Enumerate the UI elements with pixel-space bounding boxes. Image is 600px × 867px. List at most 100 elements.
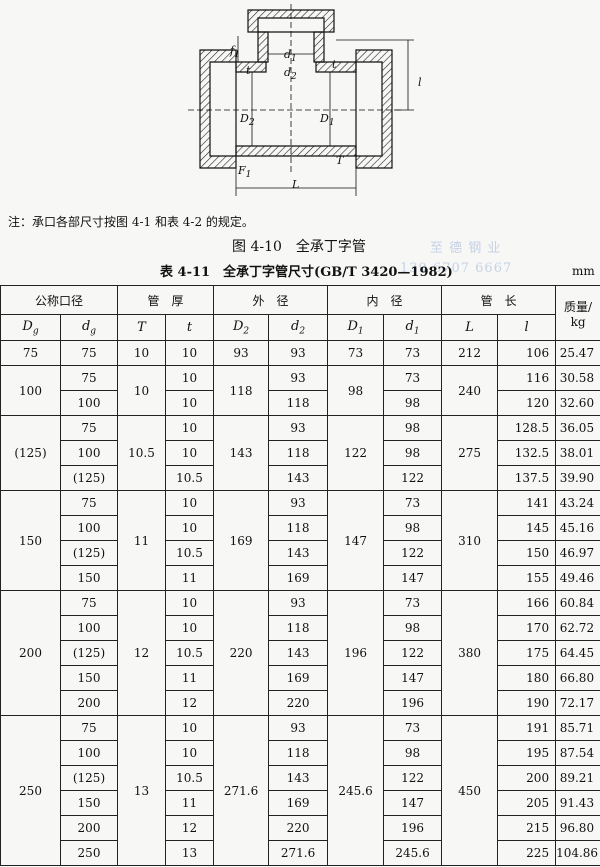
- watermark-line: 139 6707 6667: [400, 261, 513, 276]
- cell: 93: [268, 365, 329, 391]
- cell: 118: [268, 740, 329, 766]
- cell: 98: [383, 440, 443, 466]
- symbol: f: [230, 44, 235, 57]
- cell: 98: [383, 515, 443, 541]
- subheader-cell: D2: [213, 314, 270, 341]
- symbol: L: [465, 320, 474, 335]
- cell: 12: [117, 590, 167, 716]
- cell: 200: [59, 815, 119, 841]
- cell: 75: [59, 490, 119, 516]
- cell: 195: [497, 740, 557, 766]
- cell: 93: [268, 490, 329, 516]
- cell: 116: [497, 365, 557, 391]
- subscript: 1: [328, 118, 335, 129]
- cell: 85.71: [555, 715, 600, 741]
- cell: 98: [327, 365, 385, 416]
- cell: 170: [497, 615, 557, 641]
- cell: 89.21: [555, 765, 600, 791]
- cell: 118: [268, 440, 329, 466]
- cell: 93: [268, 415, 329, 441]
- cell: 310: [441, 490, 499, 591]
- cell: 215: [497, 815, 557, 841]
- cell: 100: [59, 515, 119, 541]
- cell: 75: [59, 590, 119, 616]
- cell: 220: [268, 815, 329, 841]
- figure-caption: 图 4-10 全承丁字管: [232, 239, 366, 255]
- cell: 175: [497, 640, 557, 666]
- subscript: 1: [291, 54, 297, 65]
- subscript: 1: [234, 50, 240, 61]
- subscript: 2: [291, 72, 297, 83]
- figure-label: l: [418, 76, 422, 89]
- figure-label: t: [246, 64, 250, 77]
- cell: 128.5: [497, 415, 557, 441]
- cell: 73: [327, 340, 385, 366]
- cell: 73: [383, 590, 443, 616]
- watermark: 至 德 钢 业 139 6707 6667: [400, 239, 512, 279]
- cell: 200: [497, 765, 557, 791]
- data-row: 250 75 13 10 271.6 93 245.6 73 450 191 85.71: [0, 715, 600, 866]
- cell: 10: [165, 615, 215, 641]
- symbol: D: [22, 318, 33, 334]
- data-row: (125) 10.5 143 122 150 46.97: [1, 540, 600, 566]
- subscript: 2: [243, 326, 250, 337]
- cell: 150: [0, 490, 61, 591]
- cell: 196: [383, 690, 443, 716]
- cell: 11: [117, 490, 167, 591]
- cell: 147: [383, 665, 443, 691]
- symbol: l: [524, 320, 529, 335]
- cell: 12: [165, 690, 215, 716]
- symbol: d: [405, 318, 414, 334]
- data-row: 200 75 12 10 220 93 196 73 380 166 60.84: [0, 590, 600, 716]
- figure-label: f1: [230, 44, 240, 60]
- header-row: 公称口径管 厚外 径内 径管 长质量/ kg: [0, 285, 600, 341]
- header-cell: 外 径: [213, 285, 329, 315]
- symbol: D: [347, 318, 358, 334]
- cell: 93: [268, 340, 329, 366]
- cell: 141: [497, 490, 557, 516]
- cell: 11: [165, 790, 215, 816]
- cell: 10: [165, 415, 215, 441]
- cell: 10: [165, 440, 215, 466]
- cell: 100: [59, 740, 119, 766]
- cell: 75: [59, 415, 119, 441]
- data-row: 150 11 169 147 155 49.46: [1, 565, 600, 591]
- cell: 10.5: [165, 765, 215, 791]
- data-row: 100 10 118 98 132.5 38.01: [1, 440, 600, 466]
- cell: 169: [268, 790, 329, 816]
- subscript: g: [90, 326, 97, 337]
- cell: 196: [327, 590, 385, 716]
- data-row: (125) 10.5 143 122 175 64.45: [1, 640, 600, 666]
- subheader-cell: D1: [327, 314, 385, 341]
- cell: 147: [383, 790, 443, 816]
- cell: 169: [213, 490, 270, 591]
- cell: 118: [213, 365, 270, 416]
- cell: 122: [383, 765, 443, 791]
- cell: 106: [497, 340, 557, 366]
- cell: 75: [0, 340, 61, 366]
- header-cell: 内 径: [327, 285, 443, 315]
- cell: (125): [0, 415, 61, 491]
- symbol: t: [332, 58, 337, 71]
- cell: 72.17: [555, 690, 600, 716]
- cell: 73: [383, 340, 443, 366]
- figure-label: t: [332, 58, 336, 71]
- cell: 143: [268, 465, 329, 491]
- cell: 10.5: [165, 640, 215, 666]
- data-row: (125) 10.5 143 122 200 89.21: [1, 765, 600, 791]
- cell: 190: [497, 690, 557, 716]
- cell: 196: [383, 815, 443, 841]
- cell: 10: [165, 590, 215, 616]
- cell: 147: [327, 490, 385, 591]
- cell: 122: [383, 640, 443, 666]
- symbol: d: [291, 318, 300, 334]
- data-row: 250 13 271.6 245.6 225 104.86: [1, 840, 600, 866]
- cell: 118: [268, 615, 329, 641]
- subscript: g: [32, 326, 39, 337]
- subheader-cell: Dg: [0, 314, 61, 341]
- data-row: 150 11 169 147 180 66.80: [1, 665, 600, 691]
- symbol: T: [137, 320, 146, 335]
- header-cell: 管 厚: [117, 285, 215, 315]
- cell: 10.5: [165, 540, 215, 566]
